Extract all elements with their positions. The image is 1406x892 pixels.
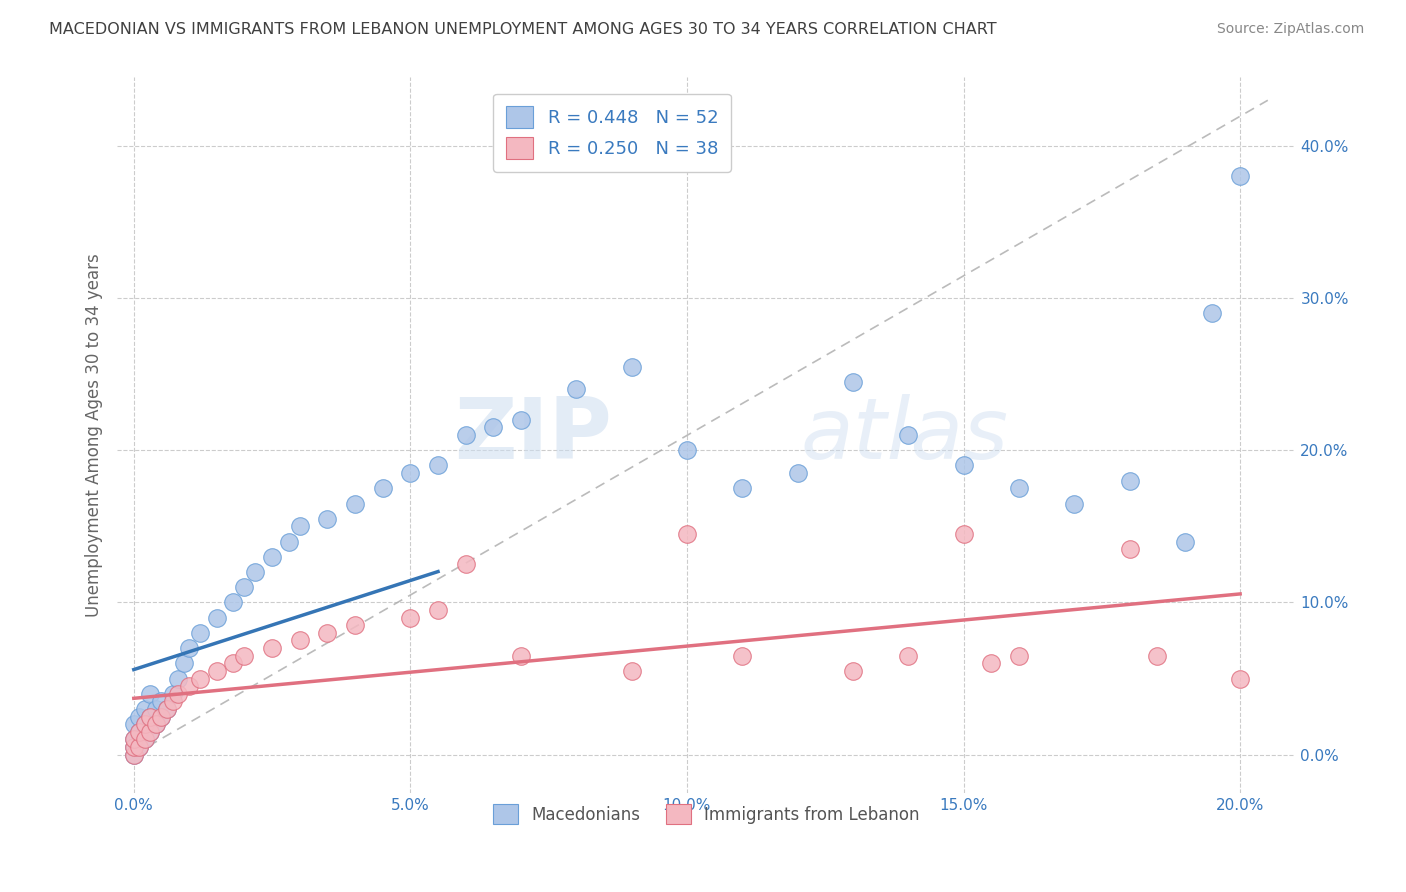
Point xyxy=(1118,474,1140,488)
Point xyxy=(128,724,150,739)
Point xyxy=(676,527,699,541)
Point xyxy=(162,687,184,701)
Point xyxy=(122,739,145,754)
Point xyxy=(1201,306,1223,320)
Point xyxy=(510,413,533,427)
Point xyxy=(122,732,145,747)
Point xyxy=(427,603,450,617)
Point xyxy=(842,664,865,678)
Point xyxy=(897,428,920,442)
Point xyxy=(150,694,173,708)
Point xyxy=(145,717,167,731)
Point xyxy=(245,565,267,579)
Point xyxy=(1229,169,1251,184)
Point xyxy=(134,732,156,747)
Point xyxy=(731,648,754,663)
Point xyxy=(177,679,200,693)
Point xyxy=(371,481,394,495)
Point xyxy=(205,664,228,678)
Point xyxy=(128,739,150,754)
Point xyxy=(565,383,588,397)
Point xyxy=(454,428,477,442)
Point xyxy=(145,717,167,731)
Point xyxy=(122,732,145,747)
Point xyxy=(167,672,190,686)
Point xyxy=(620,359,643,374)
Point xyxy=(316,512,339,526)
Point xyxy=(288,633,311,648)
Point xyxy=(952,458,974,473)
Point xyxy=(134,702,156,716)
Point xyxy=(1008,648,1031,663)
Point xyxy=(454,558,477,572)
Point xyxy=(188,672,211,686)
Text: ZIP: ZIP xyxy=(454,393,612,476)
Point xyxy=(842,375,865,389)
Point xyxy=(156,702,179,716)
Point xyxy=(150,709,173,723)
Point xyxy=(344,496,367,510)
Point xyxy=(233,648,256,663)
Text: MACEDONIAN VS IMMIGRANTS FROM LEBANON UNEMPLOYMENT AMONG AGES 30 TO 34 YEARS COR: MACEDONIAN VS IMMIGRANTS FROM LEBANON UN… xyxy=(49,22,997,37)
Y-axis label: Unemployment Among Ages 30 to 34 years: Unemployment Among Ages 30 to 34 years xyxy=(86,253,103,617)
Point xyxy=(122,717,145,731)
Point xyxy=(980,657,1002,671)
Point xyxy=(128,709,150,723)
Point xyxy=(139,724,162,739)
Point xyxy=(676,443,699,458)
Point xyxy=(233,580,256,594)
Point xyxy=(427,458,450,473)
Point xyxy=(150,709,173,723)
Point xyxy=(205,610,228,624)
Point xyxy=(173,657,195,671)
Point xyxy=(122,747,145,762)
Point xyxy=(128,724,150,739)
Point xyxy=(134,717,156,731)
Point xyxy=(145,702,167,716)
Point xyxy=(288,519,311,533)
Point xyxy=(1146,648,1168,663)
Point xyxy=(1174,534,1197,549)
Point xyxy=(620,664,643,678)
Text: Source: ZipAtlas.com: Source: ZipAtlas.com xyxy=(1216,22,1364,37)
Point xyxy=(122,739,145,754)
Point xyxy=(139,709,162,723)
Point xyxy=(188,625,211,640)
Point xyxy=(482,420,505,434)
Point xyxy=(262,641,284,656)
Point xyxy=(167,687,190,701)
Point xyxy=(177,641,200,656)
Point xyxy=(134,717,156,731)
Point xyxy=(277,534,299,549)
Point xyxy=(222,657,245,671)
Point xyxy=(139,709,162,723)
Legend: Macedonians, Immigrants from Lebanon: Macedonians, Immigrants from Lebanon xyxy=(484,794,929,834)
Point xyxy=(222,595,245,609)
Point xyxy=(139,687,162,701)
Point xyxy=(262,549,284,564)
Point xyxy=(139,724,162,739)
Point xyxy=(399,466,422,480)
Point xyxy=(156,702,179,716)
Point xyxy=(399,610,422,624)
Point xyxy=(128,739,150,754)
Point xyxy=(510,648,533,663)
Point xyxy=(1118,542,1140,557)
Point xyxy=(952,527,974,541)
Point xyxy=(134,732,156,747)
Point xyxy=(316,625,339,640)
Point xyxy=(731,481,754,495)
Text: atlas: atlas xyxy=(800,393,1008,476)
Point xyxy=(344,618,367,632)
Point xyxy=(162,694,184,708)
Point xyxy=(122,747,145,762)
Point xyxy=(897,648,920,663)
Point xyxy=(1063,496,1085,510)
Point xyxy=(1008,481,1031,495)
Point xyxy=(786,466,808,480)
Point xyxy=(1229,672,1251,686)
